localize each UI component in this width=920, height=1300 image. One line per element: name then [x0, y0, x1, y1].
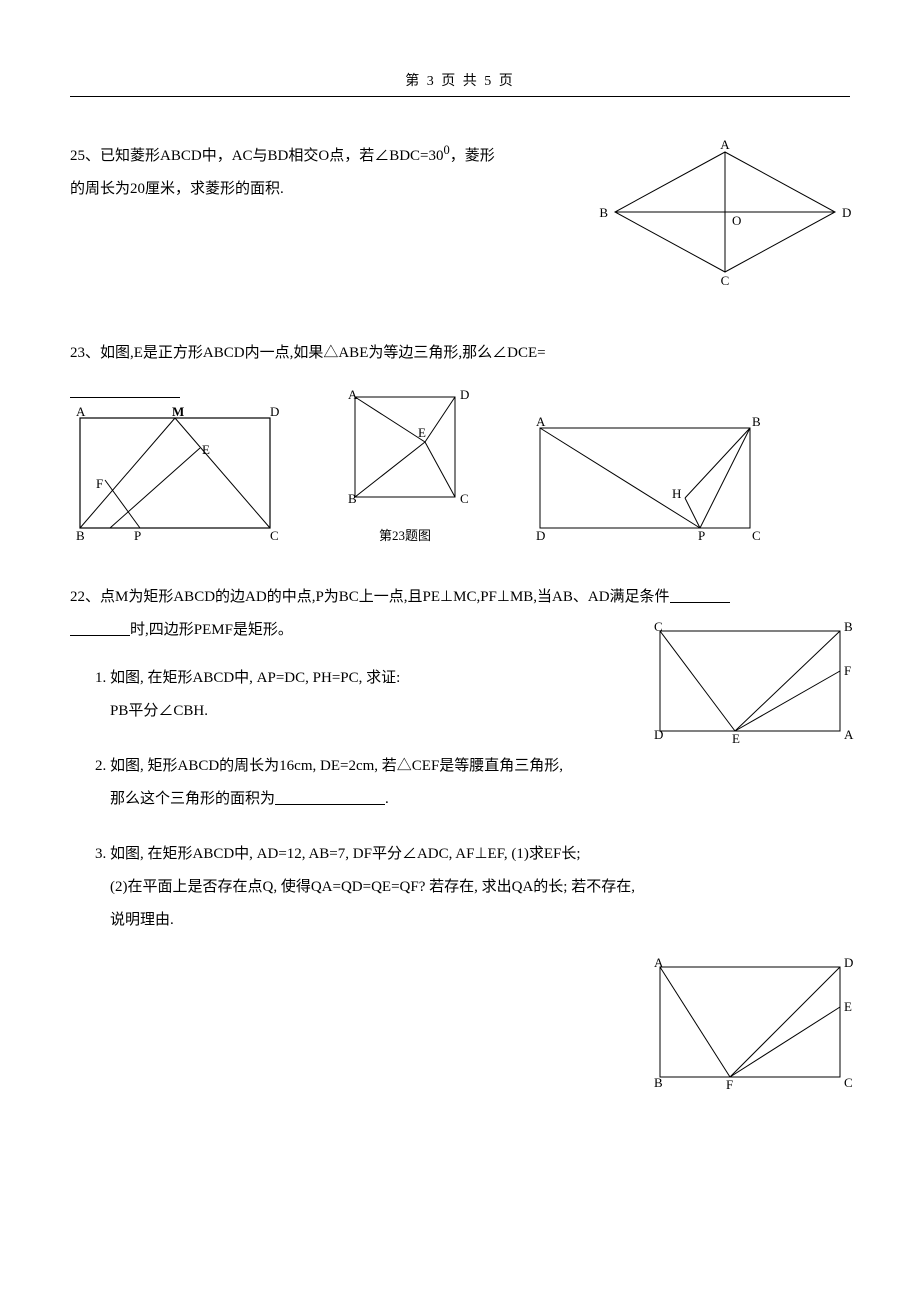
q22-t2: 时,四边形PEMF是矩形。 [130, 622, 293, 638]
question-22: 22、点M为矩形ABCD的边AD的中点,P为BC上一点,且PE⊥MC,PF⊥MB… [70, 581, 850, 1100]
q23-blank [70, 382, 180, 398]
q23-figures: A D B C M E F P A [70, 387, 850, 551]
svg-text:D: D [460, 387, 469, 402]
svg-text:C: C [270, 528, 279, 543]
q22-sub2: 如图, 矩形ABCD的周长为16cm, DE=2cm, 若△CEF是等腰直角三角… [110, 750, 850, 816]
q22-label: 22、 [70, 589, 100, 605]
svg-text:E: E [844, 999, 852, 1014]
svg-text:E: E [202, 442, 210, 457]
q23-label: 23、 [70, 345, 100, 361]
q22-sub2b: 那么这个三角形的面积为 [110, 791, 275, 807]
q25-text: 25、已知菱形ABCD中，AC与BD相交O点，若∠BDC=300，菱形 的周长为… [70, 137, 530, 206]
svg-text:C: C [844, 1075, 853, 1090]
q25-t1: 已知菱形ABCD中，AC与BD相交O点，若∠BDC= [100, 148, 429, 164]
svg-text:M: M [172, 404, 184, 419]
svg-text:A: A [348, 387, 358, 402]
q25-t3: 的周长为20厘米，求菱形的面积. [70, 181, 284, 197]
q22-t1: 点M为矩形ABCD的边AD的中点,P为BC上一点,且PE⊥MC,PF⊥MB,当A… [100, 589, 670, 605]
q25-figure: A B C D O [600, 137, 850, 300]
svg-text:B: B [599, 205, 608, 220]
svg-text:D: D [654, 727, 663, 742]
svg-text:C: C [752, 528, 761, 543]
svg-text:P: P [698, 528, 705, 543]
q22-sub2-blank [275, 789, 385, 805]
q22-blank1 [670, 587, 730, 603]
q22-blank2 [70, 620, 130, 636]
svg-text:B: B [844, 619, 853, 634]
svg-text:A: A [76, 404, 86, 419]
q22-sub1b: PB平分∠CBH. [110, 703, 208, 719]
q22-sub3c: 说明理由. [110, 912, 174, 928]
svg-text:C: C [654, 619, 663, 634]
svg-text:E: E [418, 425, 426, 440]
svg-text:F: F [726, 1077, 733, 1092]
page-header: 第 3 页 共 5 页 [70, 70, 850, 97]
q23-fig2-caption: 第23题图 [340, 522, 470, 551]
page: 第 3 页 共 5 页 25、已知菱形ABCD中，AC与BD相交O点，若∠BDC… [0, 0, 920, 1170]
q23-fig3: A B D C P H [530, 418, 760, 551]
q22-sub2a: 如图, 矩形ABCD的周长为16cm, DE=2cm, 若△CEF是等腰直角三角… [110, 758, 563, 774]
svg-text:P: P [134, 528, 141, 543]
q23-fig1: A D B C M E F P [70, 408, 280, 551]
svg-text:B: B [654, 1075, 663, 1090]
svg-text:A: A [720, 137, 730, 152]
q22-fig-right: C B D A E F [650, 621, 850, 754]
svg-text:D: D [842, 205, 851, 220]
svg-text:C: C [460, 491, 469, 506]
q22-sub3b: (2)在平面上是否存在点Q, 使得QA=QD=QE=QF? 若存在, 求出QA的… [110, 879, 635, 895]
svg-text:D: D [844, 955, 853, 970]
q22-sub1a: 如图, 在矩形ABCD中, AP=DC, PH=PC, 求证: [110, 670, 400, 686]
svg-text:B: B [348, 491, 357, 506]
svg-text:D: D [536, 528, 545, 543]
q23-fig2: A D B C E 第23题图 [340, 387, 470, 551]
q22-sub2c: . [385, 791, 389, 807]
question-25: 25、已知菱形ABCD中，AC与BD相交O点，若∠BDC=300，菱形 的周长为… [70, 137, 850, 307]
q22-sub3a: 如图, 在矩形ABCD中, AD=12, AB=7, DF平分∠ADC, AF⊥… [110, 846, 581, 862]
svg-text:A: A [654, 955, 664, 970]
q23-text: 23、如图,E是正方形ABCD内一点,如果△ABE为等边三角形,那么∠DCE= [70, 337, 850, 370]
svg-text:B: B [76, 528, 85, 543]
q23-t: 如图,E是正方形ABCD内一点,如果△ABE为等边三角形,那么∠DCE= [100, 345, 546, 361]
question-23: 23、如图,E是正方形ABCD内一点,如果△ABE为等边三角形,那么∠DCE= … [70, 337, 850, 551]
q22-fig3: A D B C F E [650, 957, 850, 1100]
q25-label: 25、 [70, 148, 100, 164]
svg-text:A: A [844, 727, 854, 742]
svg-text:D: D [270, 404, 279, 419]
svg-text:A: A [536, 414, 546, 429]
svg-text:F: F [96, 476, 103, 491]
q25-t2: ，菱形 [450, 148, 495, 164]
svg-text:E: E [732, 731, 740, 746]
svg-text:B: B [752, 414, 761, 429]
svg-text:C: C [721, 273, 730, 288]
svg-text:O: O [732, 213, 741, 228]
q22-sub3: 如图, 在矩形ABCD中, AD=12, AB=7, DF平分∠ADC, AF⊥… [110, 838, 850, 1100]
svg-text:F: F [844, 663, 851, 678]
q25-angle: 30 [429, 148, 444, 164]
svg-text:H: H [672, 486, 681, 501]
